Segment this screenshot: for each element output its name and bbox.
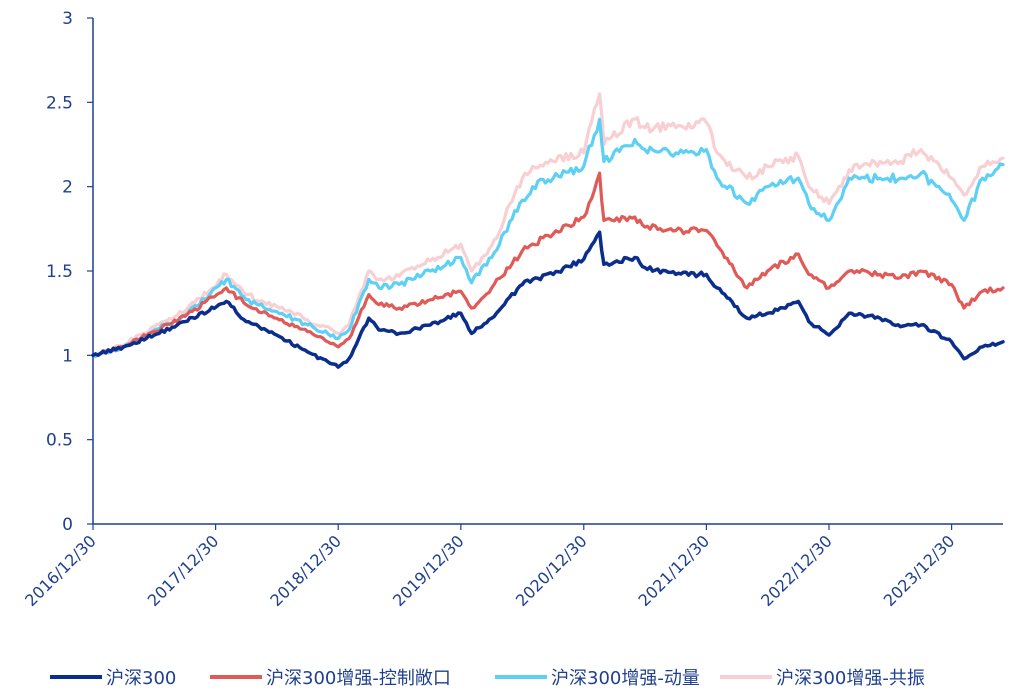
- legend-label: 沪深300: [106, 668, 176, 689]
- legend-label: 沪深300增强-动量: [551, 668, 700, 689]
- x-tick-label: 2023/12/30: [880, 531, 959, 610]
- x-tick-label: 2020/12/30: [512, 531, 591, 610]
- series-line: [91, 117, 1005, 359]
- legend-label: 沪深300增强-控制敞口: [266, 668, 451, 689]
- x-tick-labels: 2016/12/30 2017/12/30 2018/12/30 2019/12/30…: [21, 524, 958, 610]
- y-tick-label: 1.5: [46, 262, 73, 282]
- legend: 沪深300 沪深300增强-控制敞口 沪深300增强-动量 沪深300增强-共振: [50, 668, 925, 689]
- x-tick-label: 2018/12/30: [266, 531, 345, 610]
- x-tick-label: 2016/12/30: [21, 531, 100, 610]
- legend-label: 沪深300增强-共振: [776, 668, 925, 689]
- y-tick-label: 2: [62, 178, 73, 198]
- series-lines: [91, 92, 1005, 369]
- y-tick-label: 0.5: [46, 431, 73, 451]
- y-tick-label: 3: [62, 9, 73, 29]
- x-tick-label: 2017/12/30: [144, 531, 223, 610]
- y-tick-label: 2.5: [46, 93, 73, 113]
- x-tick-label: 2021/12/30: [635, 531, 714, 610]
- series-line: [91, 171, 1005, 357]
- axes: 0 0.5 1 1.5 2 2.5 3 2016/12/30 2017/12/30 2018/1…: [21, 9, 1003, 610]
- y-tick-label: 0: [62, 515, 73, 535]
- series-line: [91, 230, 1005, 369]
- series-line: [91, 92, 1005, 358]
- x-tick-label: 2022/12/30: [757, 531, 836, 610]
- y-tick-label: 1: [62, 346, 73, 366]
- x-tick-label: 2019/12/30: [389, 531, 468, 610]
- y-tick-labels: 0 0.5 1 1.5 2 2.5 3: [46, 9, 93, 535]
